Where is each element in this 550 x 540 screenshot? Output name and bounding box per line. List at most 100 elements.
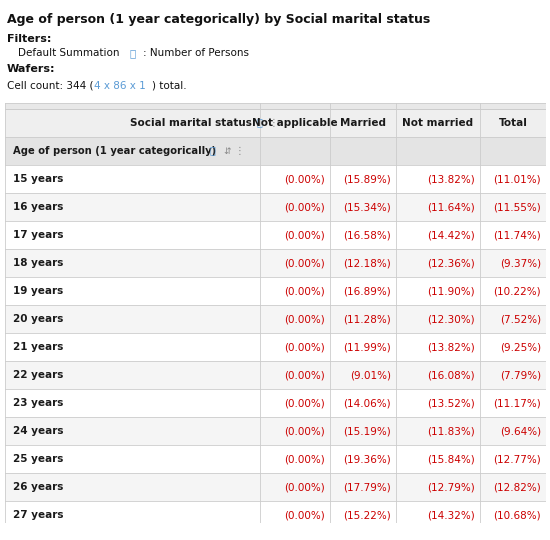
Text: (10.68%): (10.68%) xyxy=(493,510,541,520)
Bar xyxy=(5,221,546,249)
Text: (12.77%): (12.77%) xyxy=(493,454,541,464)
Text: (9.37%): (9.37%) xyxy=(500,258,541,268)
Text: Married: Married xyxy=(340,118,386,128)
Text: (0.00%): (0.00%) xyxy=(284,174,325,184)
Text: (11.99%): (11.99%) xyxy=(343,342,391,352)
Text: (9.96%): (9.96%) xyxy=(500,538,541,540)
Text: (11.74%): (11.74%) xyxy=(493,230,541,240)
Text: (11.55%): (11.55%) xyxy=(493,202,541,212)
Text: : Number of Persons: : Number of Persons xyxy=(143,48,249,58)
Bar xyxy=(5,137,546,165)
Text: 20 years: 20 years xyxy=(13,314,63,324)
Text: (15.84%): (15.84%) xyxy=(427,454,475,464)
Bar xyxy=(5,417,546,445)
Text: (7.79%): (7.79%) xyxy=(500,370,541,380)
Text: (9.25%): (9.25%) xyxy=(500,342,541,352)
Text: 23 years: 23 years xyxy=(13,398,63,408)
Bar xyxy=(5,333,546,361)
Text: (0.00%): (0.00%) xyxy=(284,342,325,352)
Bar xyxy=(5,473,546,501)
Text: (15.22%): (15.22%) xyxy=(343,510,391,520)
Text: (12.36%): (12.36%) xyxy=(427,258,475,268)
Text: (0.00%): (0.00%) xyxy=(284,426,325,436)
Text: ) total.: ) total. xyxy=(152,81,186,91)
Text: (0.00%): (0.00%) xyxy=(284,510,325,520)
Text: 16 years: 16 years xyxy=(13,202,63,212)
Text: (12.72%): (12.72%) xyxy=(343,538,391,540)
Text: ⓘ: ⓘ xyxy=(257,117,263,127)
Text: (16.89%): (16.89%) xyxy=(343,286,391,296)
Text: (15.19%): (15.19%) xyxy=(343,426,391,436)
Text: 25 years: 25 years xyxy=(13,454,63,464)
Text: ⋮: ⋮ xyxy=(235,146,245,156)
Text: (13.82%): (13.82%) xyxy=(427,174,475,184)
Text: 4 x 86 x 1: 4 x 86 x 1 xyxy=(94,81,146,91)
Text: (11.28%): (11.28%) xyxy=(343,314,391,324)
Text: (0.00%): (0.00%) xyxy=(284,538,325,540)
Text: (14.39%): (14.39%) xyxy=(427,538,475,540)
Text: (0.00%): (0.00%) xyxy=(284,230,325,240)
Text: 22 years: 22 years xyxy=(13,370,63,380)
Text: (0.00%): (0.00%) xyxy=(284,258,325,268)
Text: (14.32%): (14.32%) xyxy=(427,510,475,520)
Text: (15.34%): (15.34%) xyxy=(343,202,391,212)
Text: (13.82%): (13.82%) xyxy=(427,342,475,352)
Text: (11.64%): (11.64%) xyxy=(427,202,475,212)
Text: 19 years: 19 years xyxy=(13,286,63,296)
Text: ⓘ: ⓘ xyxy=(130,48,136,58)
Text: (15.89%): (15.89%) xyxy=(343,174,391,184)
Text: (7.52%): (7.52%) xyxy=(500,314,541,324)
Text: (11.90%): (11.90%) xyxy=(427,286,475,296)
Text: Social marital status: Social marital status xyxy=(129,118,255,128)
Bar xyxy=(5,103,546,109)
Text: (11.01%): (11.01%) xyxy=(493,174,541,184)
Text: Age of person (1 year categorically) by Social marital status: Age of person (1 year categorically) by … xyxy=(7,13,430,26)
Text: (12.30%): (12.30%) xyxy=(427,314,475,324)
Text: (0.00%): (0.00%) xyxy=(284,482,325,492)
Bar xyxy=(5,193,546,221)
Text: (0.00%): (0.00%) xyxy=(284,202,325,212)
Text: (17.79%): (17.79%) xyxy=(343,482,391,492)
Bar xyxy=(5,389,546,417)
Bar xyxy=(5,305,546,333)
Text: Cell count: 344 (: Cell count: 344 ( xyxy=(7,81,94,91)
Bar xyxy=(5,277,546,305)
Text: ⋮: ⋮ xyxy=(269,118,279,128)
Bar xyxy=(5,361,546,389)
Text: 21 years: 21 years xyxy=(13,342,63,352)
Text: (16.58%): (16.58%) xyxy=(343,230,391,240)
Text: (0.00%): (0.00%) xyxy=(284,314,325,324)
Text: Filters:: Filters: xyxy=(7,34,51,44)
Bar xyxy=(5,529,546,540)
Text: (11.83%): (11.83%) xyxy=(427,426,475,436)
Text: (13.52%): (13.52%) xyxy=(427,398,475,408)
Text: (10.22%): (10.22%) xyxy=(493,286,541,296)
Text: (0.00%): (0.00%) xyxy=(284,370,325,380)
Text: 24 years: 24 years xyxy=(13,426,63,436)
Text: (12.82%): (12.82%) xyxy=(493,482,541,492)
Text: ⓘ: ⓘ xyxy=(210,145,216,155)
Text: Default Summation: Default Summation xyxy=(18,48,123,58)
Bar xyxy=(5,109,546,137)
Bar xyxy=(5,445,546,473)
Text: Wafers:: Wafers: xyxy=(7,64,56,74)
Text: (9.64%): (9.64%) xyxy=(500,426,541,436)
Text: 17 years: 17 years xyxy=(13,230,63,240)
Bar xyxy=(546,103,550,540)
Bar xyxy=(5,165,546,193)
Text: 15 years: 15 years xyxy=(13,174,63,184)
Text: 18 years: 18 years xyxy=(13,258,63,268)
Text: (12.18%): (12.18%) xyxy=(343,258,391,268)
Text: Age of person (1 year categorically): Age of person (1 year categorically) xyxy=(13,146,219,156)
Bar xyxy=(5,249,546,277)
Text: (9.01%): (9.01%) xyxy=(350,370,391,380)
Text: Total: Total xyxy=(498,118,527,128)
Text: (16.08%): (16.08%) xyxy=(427,370,475,380)
Text: 27 years: 27 years xyxy=(13,510,63,520)
Text: 28 years: 28 years xyxy=(13,538,63,540)
Text: Not applicable: Not applicable xyxy=(252,118,338,128)
Text: (12.79%): (12.79%) xyxy=(427,482,475,492)
Bar xyxy=(5,501,546,529)
Text: (14.42%): (14.42%) xyxy=(427,230,475,240)
Text: (19.36%): (19.36%) xyxy=(343,454,391,464)
